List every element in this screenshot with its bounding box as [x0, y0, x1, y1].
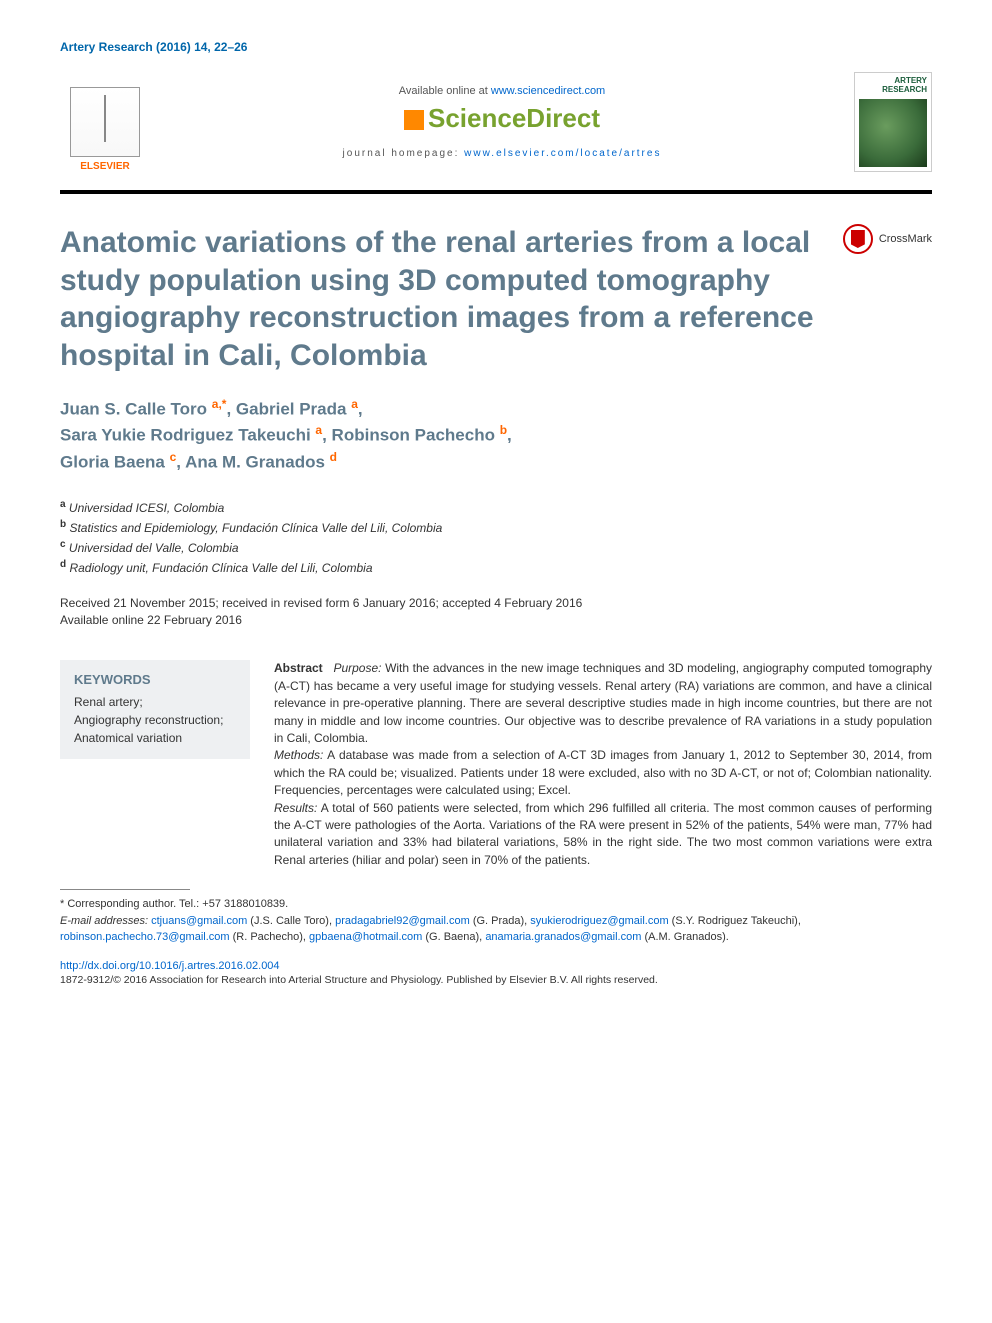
results-text: A total of 560 patients were selected, f… [274, 801, 932, 867]
title-row: Anatomic variations of the renal arterie… [60, 224, 932, 374]
corresponding-author: * Corresponding author. Tel.: +57 318801… [60, 896, 932, 913]
keywords-heading: KEYWORDS [74, 672, 236, 687]
article-title: Anatomic variations of the renal arterie… [60, 224, 823, 374]
methods-label: Methods: [274, 748, 323, 762]
available-prefix: Available online at [399, 85, 491, 97]
email-link[interactable]: ctjuans@gmail.com [151, 915, 247, 927]
journal-cover: ARTERY RESEARCH [854, 72, 932, 172]
email-link[interactable]: anamaria.granados@gmail.com [485, 931, 641, 943]
affiliation-item: d Radiology unit, Fundación Clínica Vall… [60, 557, 932, 577]
journal-header: ELSEVIER Available online at www.science… [60, 72, 932, 194]
doi-link[interactable]: http://dx.doi.org/10.1016/j.artres.2016.… [60, 960, 280, 972]
sciencedirect-logo: ScienceDirect [170, 103, 834, 134]
affiliation-item: b Statistics and Epidemiology, Fundación… [60, 517, 932, 537]
sd-text: ScienceDirect [428, 103, 600, 133]
footnote-separator [60, 889, 190, 890]
article-history: Received 21 November 2015; received in r… [60, 595, 932, 629]
crossmark-icon [843, 224, 873, 254]
header-center: Available online at www.sciencedirect.co… [170, 85, 834, 159]
elsevier-logo: ELSEVIER [60, 72, 150, 172]
email-link[interactable]: pradagabriel92@gmail.com [335, 915, 470, 927]
abstract-section: KEYWORDS Renal artery;Angiography recons… [60, 660, 932, 869]
doi: http://dx.doi.org/10.1016/j.artres.2016.… [60, 960, 932, 972]
affiliations: a Universidad ICESI, Colombiab Statistic… [60, 497, 932, 577]
email-link[interactable]: robinson.pachecho.73@gmail.com [60, 931, 230, 943]
journal-cover-image [859, 99, 927, 167]
history-online: Available online 22 February 2016 [60, 612, 932, 629]
authors: Juan S. Calle Toro a,*, Gabriel Prada a,… [60, 396, 932, 475]
citation: Artery Research (2016) 14, 22–26 [60, 40, 932, 54]
copyright: 1872-9312/© 2016 Association for Researc… [60, 974, 932, 986]
keywords-box: KEYWORDS Renal artery;Angiography recons… [60, 660, 250, 759]
elsevier-tree-icon [70, 87, 140, 157]
sd-square-icon [404, 110, 424, 130]
crossmark-label: CrossMark [879, 233, 932, 245]
methods-text: A database was made from a selection of … [274, 748, 932, 797]
abstract-body: Abstract Purpose: With the advances in t… [274, 660, 932, 869]
available-online: Available online at www.sciencedirect.co… [170, 85, 834, 97]
keywords-list: Renal artery;Angiography reconstruction;… [74, 693, 236, 747]
email-addresses: E-mail addresses: ctjuans@gmail.com (J.S… [60, 913, 932, 946]
sciencedirect-link[interactable]: www.sciencedirect.com [491, 85, 605, 97]
footnotes: * Corresponding author. Tel.: +57 318801… [60, 896, 932, 946]
results-label: Results: [274, 801, 317, 815]
elsevier-label: ELSEVIER [80, 161, 129, 172]
history-received: Received 21 November 2015; received in r… [60, 595, 932, 612]
email-link[interactable]: gpbaena@hotmail.com [309, 931, 422, 943]
affiliation-item: a Universidad ICESI, Colombia [60, 497, 932, 517]
homepage-prefix: journal homepage: [343, 148, 465, 159]
journal-cover-title: ARTERY RESEARCH [859, 77, 927, 95]
homepage-link[interactable]: www.elsevier.com/locate/artres [464, 148, 661, 159]
purpose-label: Purpose: [333, 661, 381, 675]
journal-homepage: journal homepage: www.elsevier.com/locat… [170, 148, 834, 159]
crossmark-badge[interactable]: CrossMark [843, 224, 932, 254]
affiliation-item: c Universidad del Valle, Colombia [60, 537, 932, 557]
email-link[interactable]: syukierodriguez@gmail.com [530, 915, 668, 927]
abstract-label: Abstract [274, 661, 323, 675]
